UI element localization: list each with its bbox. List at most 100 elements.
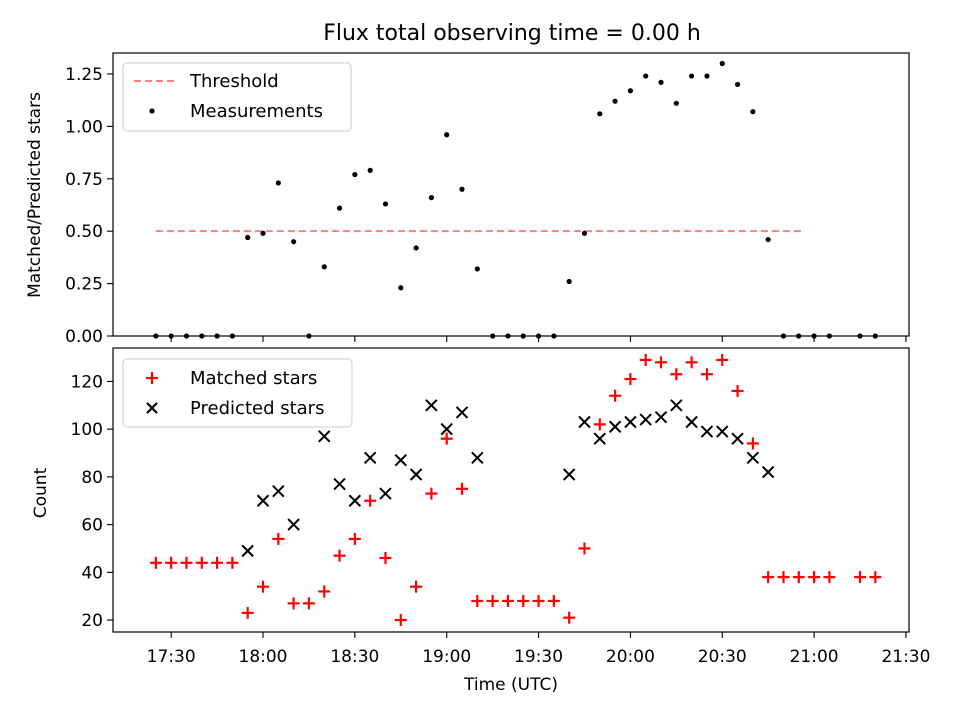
predicted-stars-point	[639, 413, 652, 426]
measurement-point	[474, 266, 480, 272]
measurement-point	[382, 201, 389, 207]
predicted-stars-point	[379, 487, 392, 500]
count-plot-area	[149, 353, 882, 627]
ratio-y-axis-label: Matched/Predicted stars	[25, 92, 45, 298]
x-tick-label: 20:00	[606, 647, 655, 667]
predicted-stars-point	[716, 425, 729, 438]
matched-stars-point	[563, 611, 576, 624]
matched-stars-point	[195, 556, 208, 569]
ratio-y-axis: 0.00 0.25 0.50 0.75 1.00 1.25	[65, 65, 113, 347]
x-tick-label: 21:00	[790, 647, 839, 667]
predicted-stars-point	[578, 415, 591, 429]
matched-stars-point	[685, 356, 698, 369]
ratio-panel: 0.00 0.25 0.50 0.75 1.00 1.25 Matched/Predict…	[25, 52, 910, 347]
matched-stars-point	[609, 389, 622, 402]
matched-stars-point	[700, 368, 713, 381]
predicted-stars-point	[409, 468, 423, 481]
matched-stars-point	[410, 580, 423, 593]
predicted-stars-point	[394, 453, 407, 467]
matched-stars-point	[578, 542, 591, 555]
matched-stars-point	[716, 353, 729, 366]
matched-stars-point	[318, 585, 331, 598]
predicted-stars-point	[440, 422, 453, 436]
y-tick-label: 20	[81, 611, 103, 631]
matched-stars-point	[823, 571, 836, 584]
ratio-frame	[112, 52, 910, 337]
measurement-point	[444, 132, 450, 138]
measurement-point	[750, 109, 756, 115]
legend-matched-swatch	[146, 372, 158, 384]
legend-threshold-label: Threshold	[189, 71, 279, 92]
predicted-stars-point	[348, 494, 362, 507]
x-tick-label: 19:30	[514, 647, 563, 667]
matched-stars-point	[532, 594, 545, 607]
matched-stars-point	[655, 356, 668, 369]
matched-stars-point	[547, 594, 560, 607]
measurement-point	[260, 230, 266, 236]
predicted-stars-point	[624, 415, 637, 429]
predicted-stars-point	[333, 477, 346, 491]
y-tick-label: 0.25	[65, 275, 103, 295]
count-legend: Matched stars Predicted stars	[122, 358, 353, 428]
matched-stars-point	[777, 571, 790, 584]
matched-stars-point	[792, 571, 805, 584]
ratio-plot-area	[153, 60, 878, 339]
ratio-x-ticks	[170, 336, 907, 342]
measurement-point	[765, 236, 771, 243]
matched-stars-point	[593, 418, 606, 431]
matched-stars-point	[364, 494, 377, 507]
measurement-point	[245, 234, 251, 241]
measurement-point	[291, 239, 297, 245]
matched-stars-point	[746, 437, 759, 450]
count-y-axis-label: Count	[31, 467, 51, 518]
matched-stars-point	[624, 373, 637, 386]
predicted-stars-point	[455, 406, 469, 419]
matched-stars-point	[180, 556, 193, 569]
measurement-point	[643, 73, 649, 79]
measurement-point	[658, 79, 664, 85]
measurement-point	[352, 171, 358, 178]
count-frame	[112, 347, 910, 633]
predicted-stars-point	[287, 518, 300, 531]
matched-stars-point	[333, 549, 346, 562]
matched-stars-point	[808, 571, 821, 584]
matched-stars-point	[348, 532, 361, 545]
matched-stars-point	[165, 556, 178, 569]
legend-measurements-label: Measurements	[190, 101, 323, 122]
predicted-stars-point	[654, 411, 668, 424]
matched-stars-point	[854, 571, 867, 584]
measurement-point	[275, 180, 281, 186]
matched-stars-point	[501, 594, 514, 607]
matched-stars-point	[731, 384, 744, 397]
x-tick-label: 19:00	[422, 647, 471, 667]
measurement-point	[428, 195, 434, 201]
predicted-stars-point	[746, 451, 760, 464]
matched-stars-point	[287, 597, 300, 610]
y-tick-label: 1.25	[65, 65, 103, 85]
measurement-point	[689, 73, 695, 79]
matched-stars-point	[272, 532, 285, 545]
matched-stars-point	[869, 571, 882, 584]
legend-predicted-swatch	[146, 402, 158, 414]
matched-stars-point	[394, 614, 407, 627]
y-tick-label: 0.75	[65, 170, 103, 190]
matched-stars-point	[425, 487, 438, 500]
measurement-point	[704, 73, 710, 79]
matched-stars-point	[762, 571, 775, 584]
predicted-stars-point	[593, 432, 606, 445]
measurement-point	[413, 245, 419, 251]
measurement-point	[581, 230, 588, 236]
measurement-point	[597, 111, 603, 117]
predicted-stars-point	[272, 484, 285, 498]
y-tick-label: 0.00	[65, 327, 103, 347]
y-tick-label: 80	[81, 468, 103, 488]
y-tick-label: 100	[71, 420, 103, 440]
y-tick-label: 1.00	[65, 117, 103, 137]
measurement-point	[673, 100, 679, 106]
matched-stars-point	[257, 580, 270, 593]
count-y-axis: 20 40 60 80 100 120	[71, 372, 113, 631]
matched-stars-point	[226, 556, 239, 569]
matched-stars-point	[471, 594, 484, 607]
x-axis-label: Time (UTC)	[463, 675, 558, 695]
